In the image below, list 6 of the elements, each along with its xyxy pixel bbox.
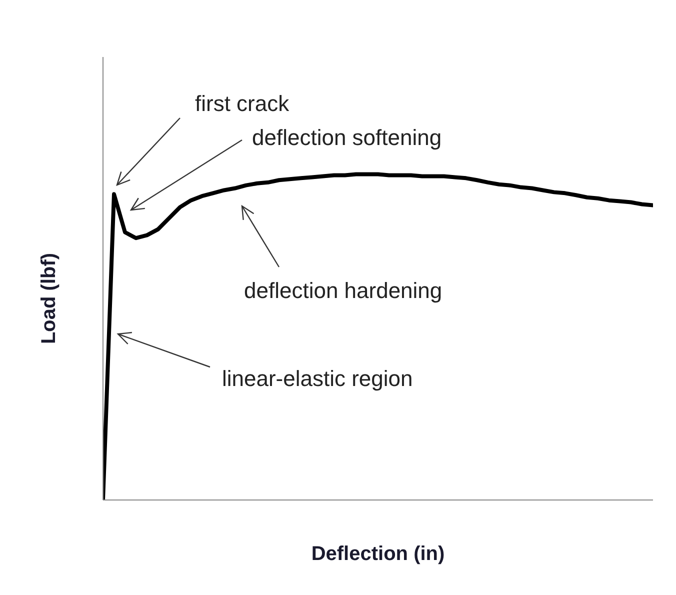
x-axis-title: Deflection (in)	[311, 543, 445, 565]
y-axis-title: Load (lbf)	[38, 252, 60, 344]
text: first crack	[195, 91, 290, 116]
annotation: deflection hardening	[244, 278, 442, 303]
annotation: linear-elastic region	[222, 366, 413, 391]
text: deflection softening	[252, 125, 442, 150]
